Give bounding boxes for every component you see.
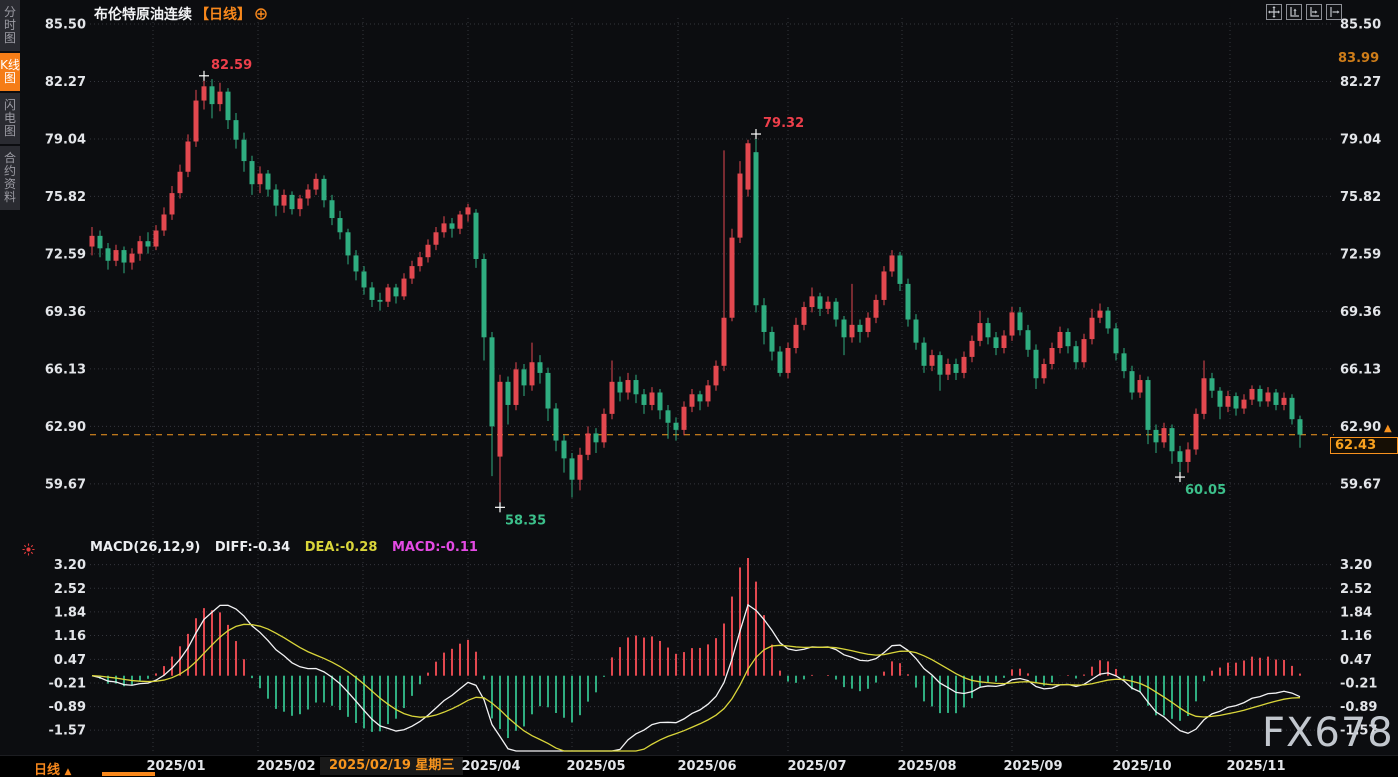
fx678-watermark: FX678: [1262, 710, 1394, 756]
left-tab-strip: 分时图 K线图 闪电图 合约资料: [0, 0, 20, 212]
chart-toolbar: [1266, 4, 1342, 20]
x-axis-label: 2025/07: [787, 759, 847, 774]
price-axis-label-left: 69.36: [45, 305, 86, 320]
x-axis-label: 2025/04: [461, 759, 521, 774]
price-axis-label-left: 75.82: [45, 190, 86, 205]
pan-tool-icon[interactable]: [1266, 4, 1282, 20]
annotation-price-label: 60.05: [1185, 483, 1226, 498]
macd-histogram-layer: [99, 558, 1301, 739]
time-axis-bar: 日线 ▲ 2025/02/19 星期三 2025/01 2025/02 2025/0…: [0, 755, 1398, 777]
price-axis-label-left: 62.90: [45, 420, 86, 435]
instrument-title: 布伦特原油连续: [94, 7, 192, 23]
macd-axis-label-left: -0.21: [49, 676, 86, 691]
x-axis-label: 2025/10: [1112, 759, 1172, 774]
macd-axis-label-right: 1.84: [1340, 605, 1372, 620]
price-axis-label-left: 72.59: [45, 247, 86, 262]
sidebar-tab-3[interactable]: 合约资料: [0, 146, 20, 210]
price-axis-label-left: 85.50: [45, 18, 86, 33]
alert-price-label: 83.99: [1338, 51, 1380, 66]
macd-dea-value: DEA:-0.28: [304, 540, 378, 555]
macd-axis-label-left: 3.20: [54, 558, 86, 573]
macd-axis-label-left: 1.16: [54, 629, 86, 644]
x-axis-zoom-icon[interactable]: [1306, 4, 1322, 20]
x-axis-label: 2025/09: [1003, 759, 1063, 774]
macd-axis-label-left: 0.47: [54, 653, 86, 668]
period-tag: 【日线】: [195, 7, 251, 23]
price-axis-label-right: 85.50: [1340, 18, 1381, 33]
price-axis-label-right: 72.59: [1340, 247, 1381, 262]
chart-scrollbar-thumb[interactable]: [102, 772, 155, 776]
period-selector[interactable]: 日线 ▲: [34, 763, 72, 777]
annotation-price-label: 82.59: [211, 58, 252, 73]
price-annotation: 60.05: [1175, 472, 1226, 498]
x-axis-label: 2025/05: [566, 759, 626, 774]
macd-axis-label-left: -0.89: [49, 700, 86, 715]
annotation-price-label: 79.32: [763, 116, 804, 131]
selected-date-tag: 2025/02/19 星期三: [320, 757, 464, 775]
macd-diff-value: DIFF:-0.34: [214, 540, 291, 555]
price-axis-label-right: 69.36: [1340, 305, 1381, 320]
macd-axis-label-left: -1.57: [49, 724, 86, 739]
chart-header: 布伦特原油连续 【日线】: [94, 5, 268, 23]
x-axis-label: 2025/11: [1226, 759, 1286, 774]
candles-layer: [89, 75, 1303, 508]
x-axis-label: 2025/06: [677, 759, 737, 774]
indicator-label-row: MACD(26,12,9) DIFF:-0.34 DEA:-0.28 MACD:…: [90, 540, 488, 555]
reset-view-icon[interactable]: [1326, 4, 1342, 20]
price-axis-label-left: 79.04: [45, 133, 86, 148]
indicator-alert-icon: [22, 541, 35, 560]
sidebar-tab-2[interactable]: 闪电图: [0, 93, 20, 144]
price-annotation: 82.59: [199, 58, 252, 81]
price-axis-label-right: 66.13: [1340, 362, 1381, 377]
macd-diff-line: [91, 603, 1301, 752]
price-axis-label-right: 79.04: [1340, 133, 1381, 148]
price-axis-label-right: 62.90: [1340, 420, 1381, 435]
price-up-arrow-icon: ▲: [1384, 423, 1392, 434]
macd-axis-label-right: 0.47: [1340, 653, 1372, 668]
last-price-tag: 62.43: [1330, 437, 1398, 454]
y-axis-zoom-icon[interactable]: [1286, 4, 1302, 20]
price-axis-label-left: 82.27: [45, 75, 86, 90]
price-annotation: 79.32: [751, 116, 804, 140]
macd-axis-label-right: -0.21: [1340, 676, 1377, 691]
macd-axis-label-right: -1.57: [1340, 724, 1377, 739]
sidebar-tab-1[interactable]: K线图: [0, 53, 20, 91]
annotation-price-label: 58.35: [505, 513, 546, 528]
macd-name-label: MACD(26,12,9): [90, 540, 201, 555]
macd-axis-label-right: 2.52: [1340, 582, 1372, 597]
macd-axis-label-right: -0.89: [1340, 700, 1377, 715]
macd-macd-value: MACD:-0.11: [391, 540, 478, 555]
price-axis-label-left: 66.13: [45, 362, 86, 377]
x-axis-label: 2025/01: [146, 759, 206, 774]
macd-dea-line: [91, 623, 1301, 752]
sidebar-tab-0[interactable]: 分时图: [0, 0, 20, 51]
macd-axis-label-right: 3.20: [1340, 558, 1372, 573]
x-axis-label: 2025/02: [256, 759, 316, 774]
price-axis-label-right: 75.82: [1340, 190, 1381, 205]
x-axis-label: 2025/08: [897, 759, 957, 774]
price-axis-label-left: 59.67: [45, 477, 86, 492]
price-annotation: 58.35: [495, 502, 546, 528]
settings-gear-icon[interactable]: [254, 7, 268, 21]
macd-axis-label-left: 2.52: [54, 582, 86, 597]
price-axis-label-right: 59.67: [1340, 477, 1381, 492]
period-dropdown-arrow-icon: ▲: [64, 767, 72, 777]
price-axis-label-right: 82.27: [1340, 75, 1381, 90]
macd-axis-label-right: 1.16: [1340, 629, 1372, 644]
macd-axis-label-left: 1.84: [54, 605, 86, 620]
